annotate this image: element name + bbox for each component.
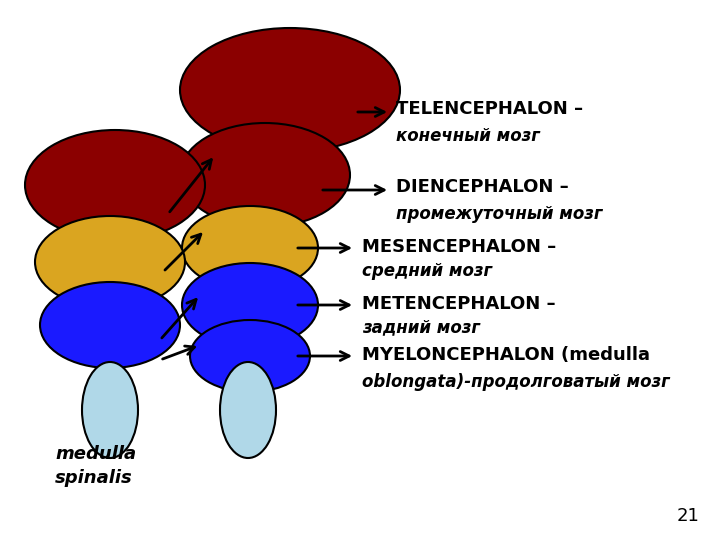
Text: TELENCEPHALON –: TELENCEPHALON – [396, 100, 583, 118]
Ellipse shape [182, 206, 318, 290]
Ellipse shape [35, 216, 185, 308]
Ellipse shape [182, 263, 318, 347]
Ellipse shape [190, 320, 310, 392]
Ellipse shape [82, 362, 138, 458]
Text: средний мозг: средний мозг [362, 262, 492, 280]
Ellipse shape [40, 282, 180, 368]
Text: 21: 21 [677, 507, 700, 525]
Text: задний мозг: задний мозг [362, 318, 480, 336]
Text: MYELONCEPHALON (medulla: MYELONCEPHALON (medulla [362, 346, 650, 364]
Text: промежуточный мозг: промежуточный мозг [396, 205, 603, 223]
Ellipse shape [180, 28, 400, 152]
Text: конечный мозг: конечный мозг [396, 127, 540, 145]
Text: oblongata)-продолговатый мозг: oblongata)-продолговатый мозг [362, 373, 670, 391]
Ellipse shape [25, 130, 205, 240]
Text: MESENCEPHALON –: MESENCEPHALON – [362, 238, 557, 256]
Text: DIENCEPHALON –: DIENCEPHALON – [396, 178, 569, 196]
Ellipse shape [220, 362, 276, 458]
Text: medulla
spinalis: medulla spinalis [55, 445, 136, 487]
Ellipse shape [180, 123, 350, 227]
Text: METENCEPHALON –: METENCEPHALON – [362, 295, 556, 313]
